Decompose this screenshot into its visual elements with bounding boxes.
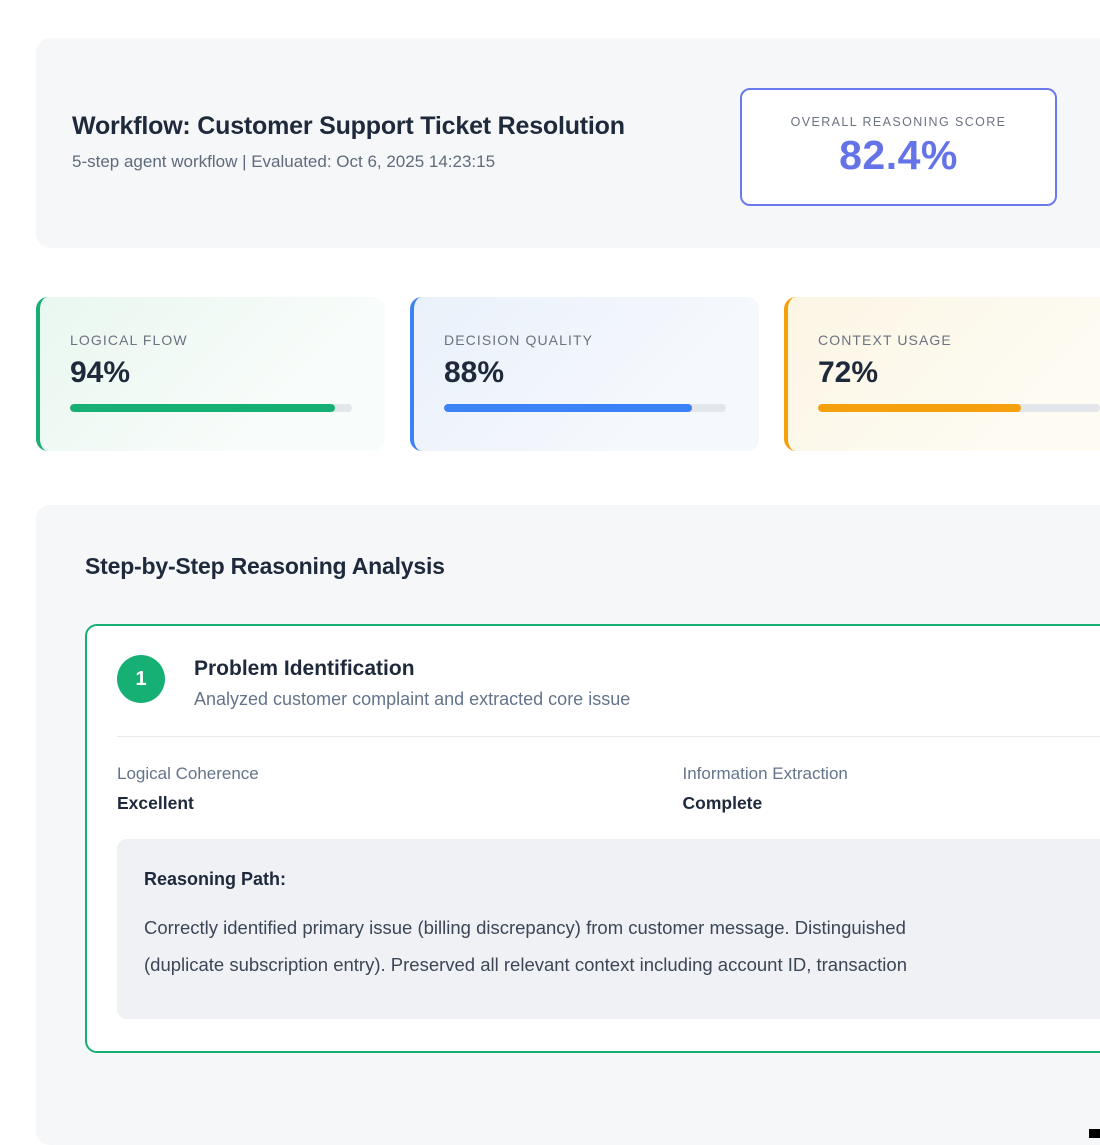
report-page: Workflow: Customer Support Ticket Resolu… (0, 38, 1100, 1145)
step-metric-information-extraction: Information Extraction Complete (683, 764, 1100, 814)
metric-label: DECISION QUALITY (444, 332, 729, 348)
analysis-section-title: Step-by-Step Reasoning Analysis (85, 553, 1100, 580)
overall-score-box: OVERALL REASONING SCORE 82.4% (740, 88, 1057, 206)
step-metrics-grid: Logical Coherence Excellent Information … (117, 764, 1100, 814)
reasoning-path-line: Correctly identified primary issue (bill… (144, 909, 1100, 946)
step-header-text: Problem Identification Analyzed customer… (194, 655, 630, 710)
metric-card-decision-quality: DECISION QUALITY 88% (410, 297, 759, 451)
step-description: Analyzed customer complaint and extracte… (194, 689, 630, 710)
step-number-badge: 1 (117, 655, 165, 703)
workflow-header-card: Workflow: Customer Support Ticket Resolu… (36, 38, 1100, 248)
metric-card-logical-flow: LOGICAL FLOW 94% (36, 297, 385, 451)
step-metric-value: Excellent (117, 793, 683, 814)
reasoning-path-block: Reasoning Path: Correctly identified pri… (117, 839, 1100, 1019)
step-metric-logical-coherence: Logical Coherence Excellent (117, 764, 683, 814)
analysis-section: Step-by-Step Reasoning Analysis 1 Proble… (36, 505, 1100, 1145)
step-name: Problem Identification (194, 657, 630, 681)
metric-value: 88% (444, 356, 729, 390)
metric-value: 94% (70, 356, 355, 390)
progress-track (444, 404, 726, 412)
metrics-row: LOGICAL FLOW 94% DECISION QUALITY 88% CO… (36, 297, 1100, 451)
step-card-1: 1 Problem Identification Analyzed custom… (85, 624, 1100, 1053)
step-divider (117, 736, 1100, 737)
overall-score-label: OVERALL REASONING SCORE (742, 115, 1055, 129)
metric-label: LOGICAL FLOW (70, 332, 355, 348)
overall-score-value: 82.4% (742, 132, 1055, 179)
reasoning-path-line: (duplicate subscription entry). Preserve… (144, 946, 1100, 983)
step-metric-label: Logical Coherence (117, 764, 683, 784)
step-metric-label: Information Extraction (683, 764, 1100, 784)
progress-track (70, 404, 352, 412)
corner-artifact (1089, 1129, 1100, 1138)
reasoning-path-text: Correctly identified primary issue (bill… (144, 909, 1100, 983)
reasoning-path-label: Reasoning Path: (144, 869, 1100, 890)
metric-label: CONTEXT USAGE (818, 332, 1100, 348)
progress-fill (444, 404, 692, 412)
progress-fill (818, 404, 1021, 412)
metric-value: 72% (818, 356, 1100, 390)
step-header: 1 Problem Identification Analyzed custom… (117, 655, 1100, 710)
progress-fill (70, 404, 335, 412)
metric-card-context-usage: CONTEXT USAGE 72% (784, 297, 1100, 451)
progress-track (818, 404, 1100, 412)
step-metric-value: Complete (683, 793, 1100, 814)
